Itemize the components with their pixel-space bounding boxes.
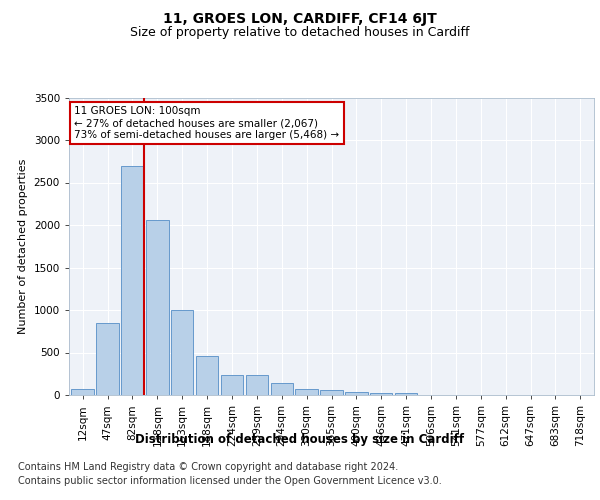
Bar: [345, 392, 368, 395]
Bar: [271, 383, 293, 395]
Bar: [146, 220, 169, 395]
Bar: [320, 390, 343, 395]
Bar: [196, 356, 218, 395]
Bar: [370, 394, 392, 395]
Text: Size of property relative to detached houses in Cardiff: Size of property relative to detached ho…: [130, 26, 470, 39]
Y-axis label: Number of detached properties: Number of detached properties: [18, 158, 28, 334]
Text: Contains public sector information licensed under the Open Government Licence v3: Contains public sector information licen…: [18, 476, 442, 486]
Bar: [71, 390, 94, 395]
Bar: [395, 394, 418, 395]
Bar: [121, 166, 143, 395]
Bar: [97, 323, 119, 395]
Bar: [245, 375, 268, 395]
Text: Distribution of detached houses by size in Cardiff: Distribution of detached houses by size …: [136, 432, 464, 446]
Text: 11, GROES LON, CARDIFF, CF14 6JT: 11, GROES LON, CARDIFF, CF14 6JT: [163, 12, 437, 26]
Bar: [171, 310, 193, 395]
Bar: [221, 375, 243, 395]
Text: Contains HM Land Registry data © Crown copyright and database right 2024.: Contains HM Land Registry data © Crown c…: [18, 462, 398, 472]
Text: 11 GROES LON: 100sqm
← 27% of detached houses are smaller (2,067)
73% of semi-de: 11 GROES LON: 100sqm ← 27% of detached h…: [74, 106, 340, 140]
Bar: [295, 390, 318, 395]
